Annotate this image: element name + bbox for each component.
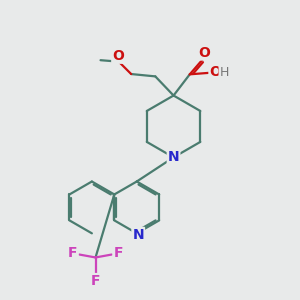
Text: O: O [199, 46, 210, 59]
Text: O: O [209, 65, 221, 79]
Text: F: F [68, 246, 78, 260]
Text: O: O [112, 49, 124, 63]
Text: N: N [168, 150, 179, 164]
Text: F: F [113, 246, 123, 260]
Text: N: N [132, 228, 144, 242]
Text: H: H [220, 66, 229, 79]
Text: F: F [91, 274, 100, 288]
